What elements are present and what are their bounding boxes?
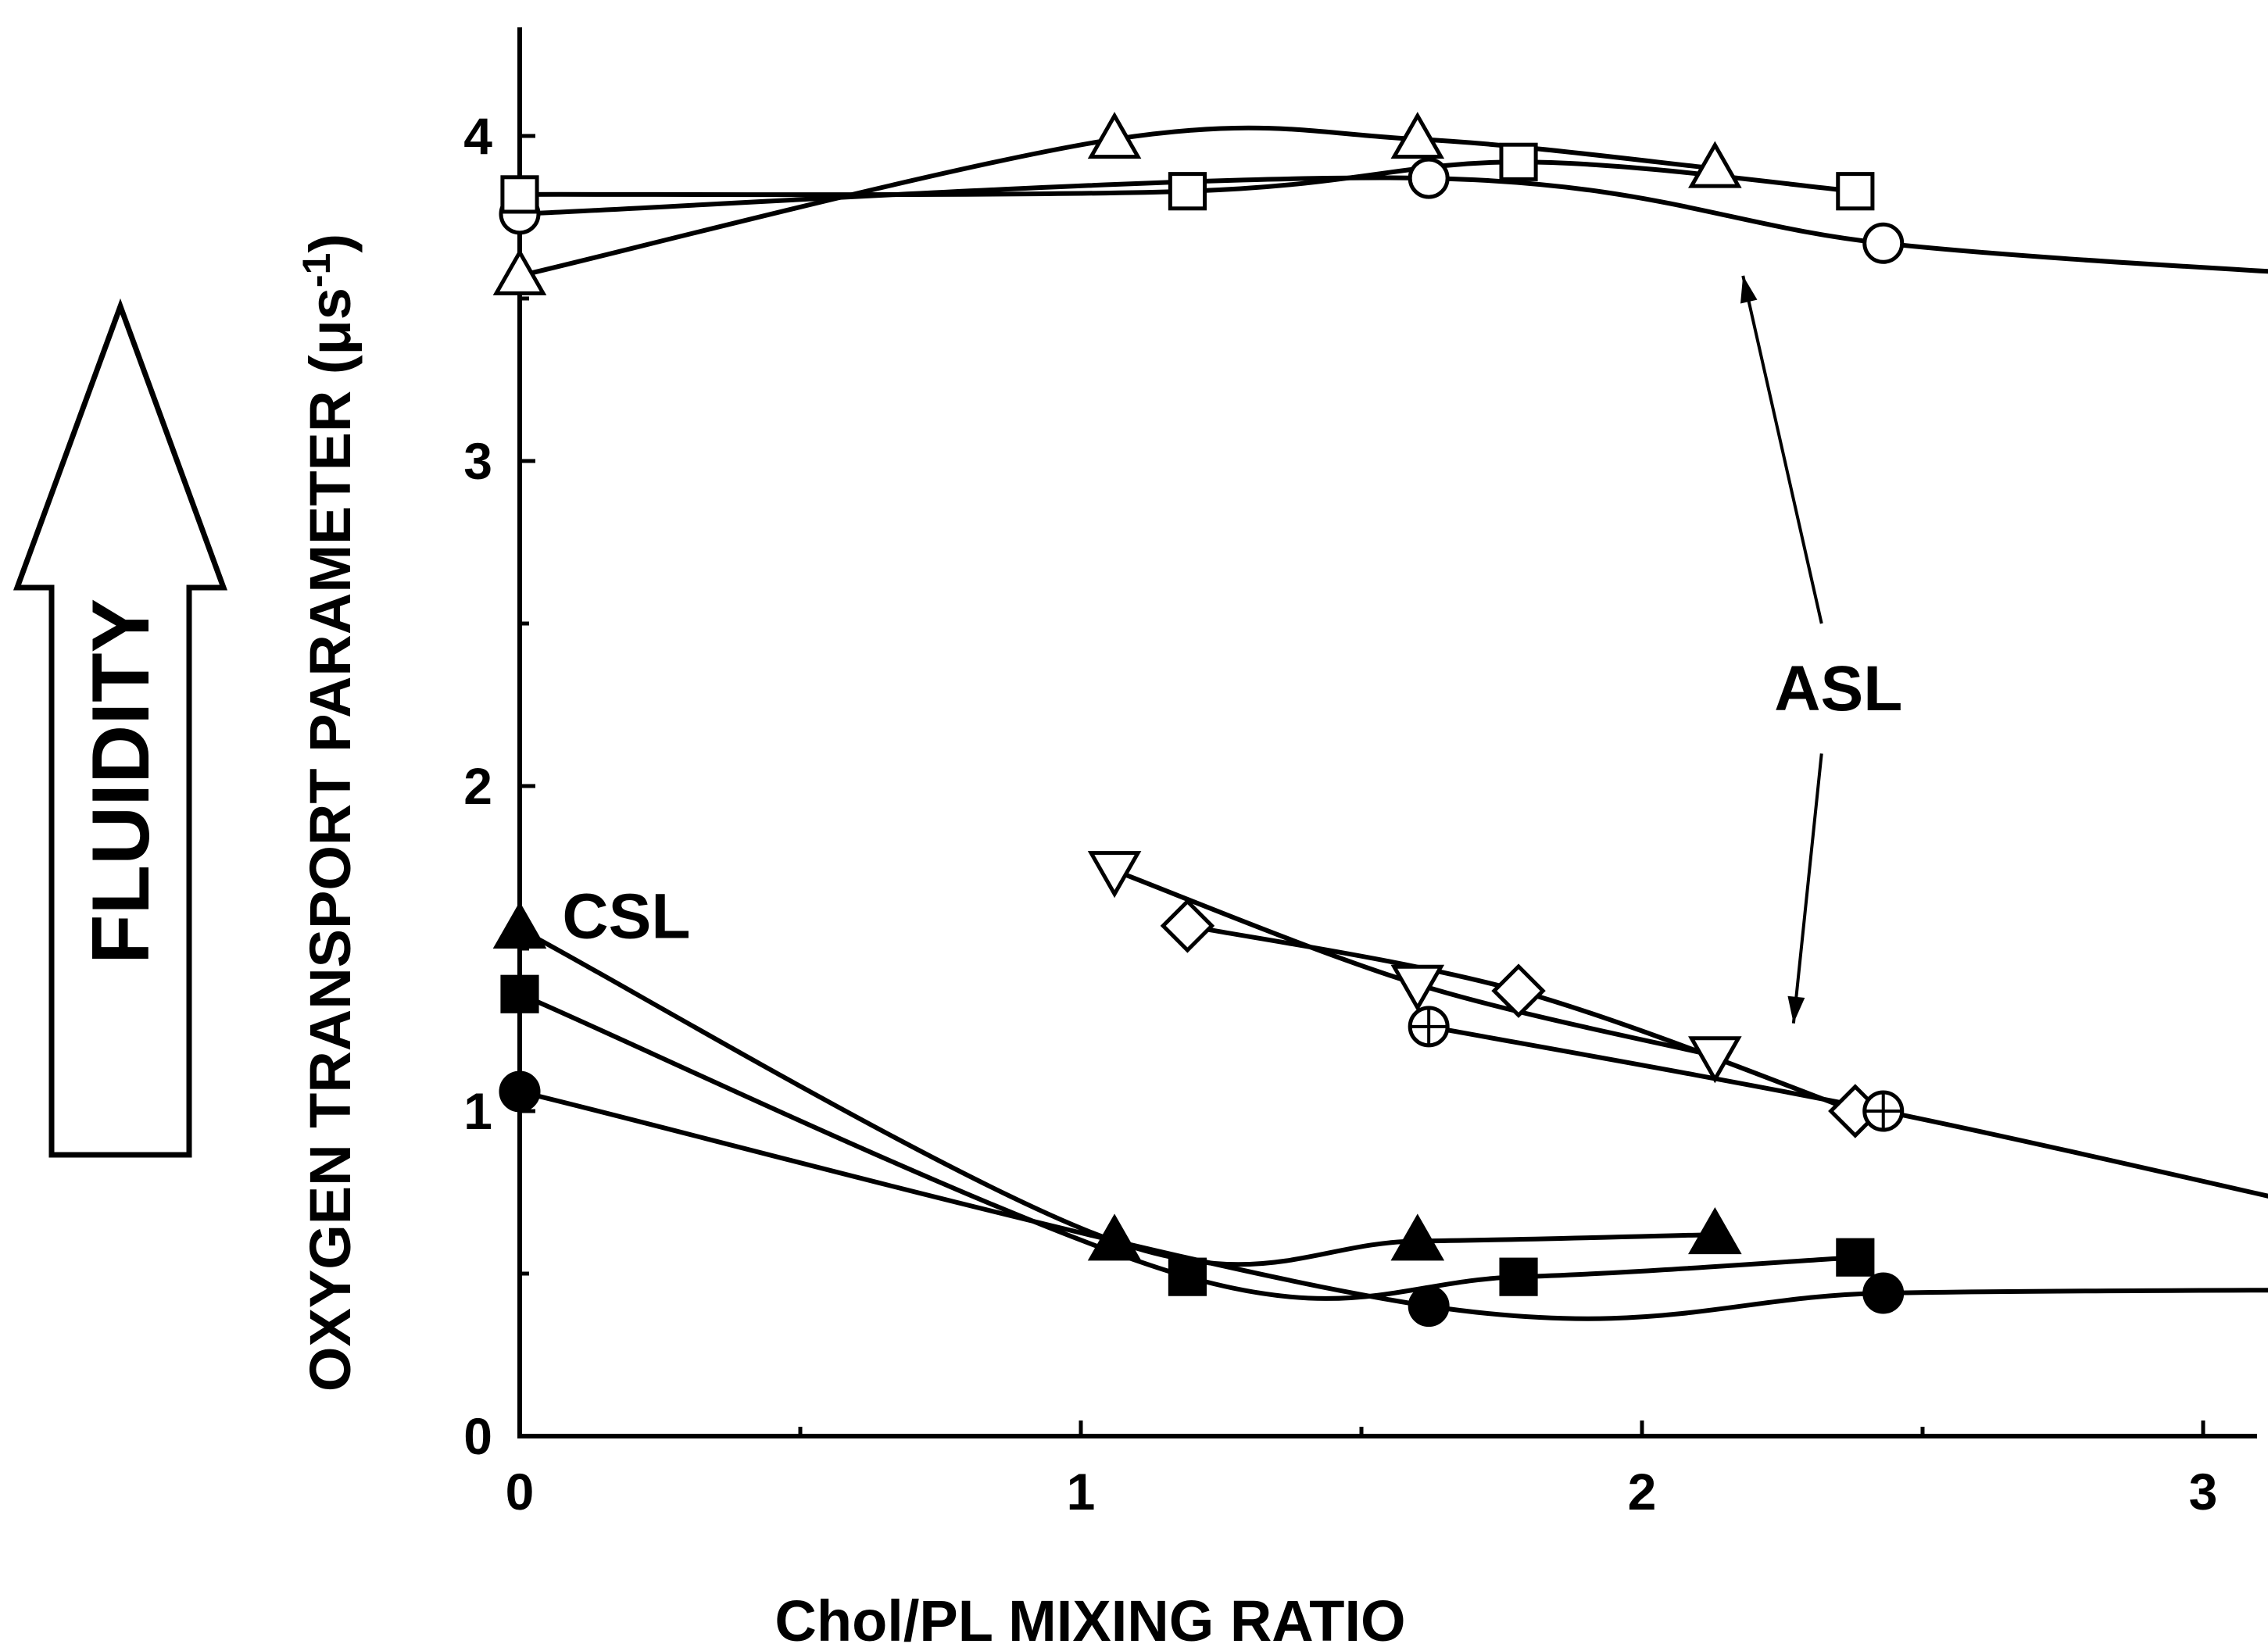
fluidity-arrow: FLUIDITY: [13, 298, 228, 1158]
series-line: [519, 159, 1856, 198]
data-point: [1087, 1213, 1142, 1261]
axis-ticks: [520, 134, 2205, 1436]
data-point: [1390, 1213, 1445, 1261]
annotation-csl: CSL: [562, 881, 690, 952]
data-point: [1688, 141, 1742, 188]
series-markers-4: [1160, 899, 1883, 1138]
data-point: [499, 1070, 541, 1113]
series-2: [519, 125, 1715, 278]
x-axis-title: Chol/PL MIXING RATIO: [774, 1588, 1405, 1651]
series-markers-0: [499, 157, 1905, 264]
series-markers-8: [499, 1070, 1905, 1328]
data-point: [1087, 851, 1142, 899]
y-axis-title-superscript: -1: [295, 253, 338, 288]
data-point: [1168, 1257, 1207, 1296]
x-tick-label-0: 0: [506, 1463, 535, 1521]
series-1: [519, 159, 1856, 198]
data-point: [492, 902, 547, 949]
series-markers-7: [500, 974, 1875, 1296]
annotation-arrow-line: [1741, 275, 1823, 624]
series-7: [518, 992, 1856, 1301]
x-tick-label-1: 1: [1067, 1463, 1096, 1521]
series-layer: [492, 112, 2268, 1328]
y-axis-title-main: OXYGEN TRANSPORT PARAMETER (μs: [298, 288, 363, 1392]
y-tick-labels: 0 1 2 3 4: [463, 107, 492, 1465]
y-axis-title: OXYGEN TRANSPORT PARAMETER (μs-1): [295, 234, 363, 1392]
y-tick-label-3: 3: [463, 432, 492, 490]
data-point: [1688, 1036, 1742, 1084]
series-line: [518, 927, 1715, 1267]
fluidity-label: FLUIDITY: [76, 599, 166, 964]
annotation-arrow-head: [1740, 275, 1758, 304]
data-point: [500, 974, 539, 1013]
series-4: [1186, 923, 1856, 1113]
fluidity-arrow-shape: [13, 298, 228, 1158]
data-point: [1862, 222, 1905, 264]
series-markers-5: [1408, 1006, 1905, 1132]
series-markers-1: [500, 142, 1875, 214]
annotation-arrows: [1740, 275, 1823, 1024]
annotation-arrow-line: [1791, 753, 1823, 1024]
data-point: [1390, 964, 1445, 1012]
series-markers-2: [492, 112, 1742, 295]
series-line: [1186, 923, 1856, 1113]
series-6: [518, 927, 1715, 1267]
series-markers-3: [1087, 851, 1742, 1084]
data-point: [1491, 963, 1546, 1018]
annotation-asl: ASL: [1774, 653, 1902, 724]
data-point: [1862, 1272, 1905, 1314]
annotation-arrow-head: [1787, 995, 1805, 1024]
data-point: [1408, 157, 1450, 199]
series-markers-6: [492, 902, 1742, 1261]
y-tick-label-0: 0: [463, 1407, 492, 1465]
data-point: [500, 175, 539, 214]
y-tick-label-2: 2: [463, 757, 492, 815]
data-point: [1688, 1207, 1742, 1255]
series-line: [518, 992, 1856, 1301]
y-tick-label-4: 4: [463, 107, 492, 165]
data-point: [1408, 1285, 1450, 1328]
series-line: [519, 1089, 2268, 1321]
data-point: [1087, 112, 1142, 159]
x-tick-label-3: 3: [2189, 1463, 2218, 1521]
data-point: [492, 248, 547, 295]
x-tick-label-2: 2: [1628, 1463, 1657, 1521]
data-point: [1168, 172, 1207, 211]
data-point: [1836, 172, 1875, 211]
data-point: [1390, 112, 1445, 159]
y-tick-label-1: 1: [463, 1082, 492, 1140]
x-tick-labels: 0 1 2 3: [506, 1463, 2218, 1521]
series-line: [519, 125, 1715, 278]
data-point: [1836, 1238, 1875, 1277]
data-point: [1499, 1257, 1538, 1296]
series-8: [519, 1089, 2268, 1321]
data-point: [1160, 899, 1215, 953]
data-point: [1499, 142, 1538, 181]
y-axis-title-close: ): [298, 234, 363, 253]
